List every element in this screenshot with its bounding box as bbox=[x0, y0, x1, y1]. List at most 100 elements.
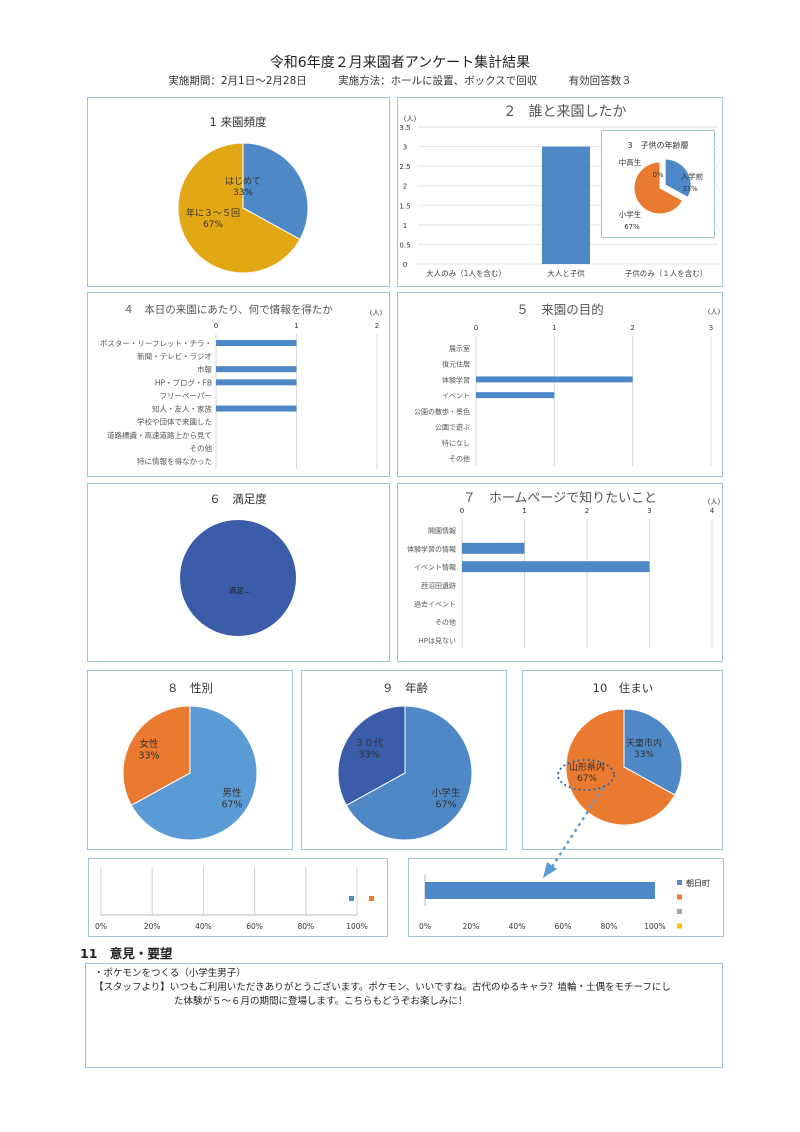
slice-pct: 67% bbox=[435, 800, 456, 811]
slice-pct: 67% bbox=[577, 774, 597, 784]
panel-homepage-wants bbox=[397, 483, 723, 662]
tick-label: 3.5 bbox=[399, 124, 410, 132]
tick-label: 1 bbox=[403, 222, 407, 230]
category-label: 復元住居 bbox=[442, 360, 470, 369]
tick-label: 1 bbox=[294, 322, 298, 330]
chart-title: ５ 来園の目的 bbox=[516, 302, 604, 317]
slice-pct: 33% bbox=[634, 750, 654, 760]
highlight-ellipse bbox=[557, 759, 615, 791]
category-label: 体験学習 bbox=[442, 375, 470, 384]
chart-title: ６ 満足度 bbox=[209, 492, 267, 506]
pie-slice bbox=[565, 708, 676, 826]
arrow-head-icon bbox=[543, 862, 557, 878]
pie-slice bbox=[345, 705, 473, 841]
tick-label: 0 bbox=[460, 507, 464, 515]
survey-period: 実施期間：2月1日～2月28日 bbox=[168, 75, 307, 87]
pie-slice bbox=[623, 708, 683, 796]
comments-box: ・ポケモンをつくる（小学生男子） 【スタッフより】いつもご利用いただきありがとう… bbox=[85, 963, 723, 1068]
chart-title: ９ 年齢 bbox=[382, 681, 428, 695]
tick-label: 1 bbox=[552, 324, 556, 332]
slice-label: 女性 bbox=[139, 738, 159, 750]
panel-residence-detail-left bbox=[88, 858, 388, 937]
chart-title: 1 来園頻度 bbox=[210, 115, 267, 129]
tick-label: 0% bbox=[95, 922, 107, 931]
tick-label: 0 bbox=[214, 322, 218, 330]
slice-label: ３０代 bbox=[355, 738, 384, 749]
tick-label: 2.5 bbox=[399, 163, 410, 171]
slice-label: 山形県内 bbox=[569, 761, 605, 773]
category-label: 知人・友人・家族 bbox=[152, 404, 212, 414]
tick-label: 100% bbox=[346, 922, 367, 931]
bar bbox=[425, 882, 655, 899]
category-label: 過去イベント bbox=[414, 599, 456, 608]
pie-slice bbox=[337, 705, 406, 806]
category-label: 学校や団体で来園した bbox=[137, 417, 212, 427]
pie-slice bbox=[122, 705, 191, 806]
bar bbox=[216, 405, 297, 412]
category-label: イベント情報 bbox=[414, 563, 456, 572]
category-label: 大人のみ（1人を含む） bbox=[426, 268, 506, 278]
tick-label: 2 bbox=[375, 322, 379, 330]
category-label: その他 bbox=[190, 443, 213, 453]
bar bbox=[216, 379, 297, 386]
slice-pct: 67% bbox=[221, 800, 242, 811]
category-label: 特になし bbox=[442, 438, 470, 447]
category-label: 子供のみ（１人を含む） bbox=[625, 268, 708, 278]
chart-title: ８ 性別 bbox=[167, 681, 213, 695]
legend-swatch bbox=[677, 923, 682, 929]
bar bbox=[462, 561, 650, 573]
pie-slice bbox=[633, 161, 684, 215]
tick-label: 1 bbox=[522, 507, 526, 515]
bar bbox=[542, 146, 590, 264]
tick-label: 100% bbox=[644, 922, 665, 931]
slice-pct: 33% bbox=[358, 750, 379, 761]
unit-label: (人) bbox=[370, 309, 383, 317]
category-label: その他 bbox=[435, 618, 456, 627]
tick-label: 40% bbox=[195, 922, 212, 931]
slice-pct: 33% bbox=[138, 751, 159, 762]
slice-pct: 33% bbox=[682, 185, 698, 193]
chart-title: 10 住まい bbox=[593, 681, 654, 695]
chart-title: 2 誰と来園したか bbox=[506, 104, 627, 120]
legend-swatch bbox=[677, 909, 682, 914]
pie-slice bbox=[664, 158, 692, 199]
category-label: その他 bbox=[449, 454, 470, 463]
bar bbox=[462, 542, 525, 554]
slice-label: はじめて bbox=[225, 176, 261, 187]
category-label: 体験学習の情報 bbox=[407, 544, 456, 553]
category-label: フリーペーパー bbox=[160, 391, 212, 400]
tick-label: 3 bbox=[403, 144, 407, 152]
bar bbox=[216, 366, 297, 373]
slice-label: 小学生 bbox=[432, 787, 461, 799]
pie-slice bbox=[130, 705, 258, 841]
staff-reply: 【スタッフより】いつもご利用いただきありがとうございます。ポケモン、いいですね。… bbox=[94, 982, 671, 993]
tick-label: 60% bbox=[555, 922, 572, 931]
legend-swatch bbox=[349, 896, 354, 901]
bar bbox=[476, 392, 555, 399]
pie-slice bbox=[242, 142, 309, 240]
tick-label: 0 bbox=[403, 261, 407, 269]
category-label: 道路標識・高速道路上から見て bbox=[107, 430, 212, 440]
tick-label: 40% bbox=[509, 922, 526, 931]
survey-info: 実施期間：2月1日～2月28日 実施方法：ホールに設置、ボックスで回収 有効回答… bbox=[0, 73, 800, 88]
slice-label: 入学前 bbox=[681, 171, 704, 181]
survey-method: 実施方法：ホールに設置、ボックスで回収 bbox=[338, 75, 538, 87]
slice-label: 満足… bbox=[229, 586, 252, 595]
slice-pct: 67% bbox=[203, 220, 223, 230]
slice-label: 小学生 bbox=[619, 209, 642, 219]
tick-label: 0 bbox=[474, 324, 478, 332]
chart-title: ７ ホームページで知りたいこと bbox=[463, 490, 657, 506]
chart-title: 3 子供の年齢層 bbox=[627, 140, 688, 150]
tick-label: 4 bbox=[710, 507, 715, 515]
unit-label: (人) bbox=[404, 115, 417, 123]
legend-swatch bbox=[369, 896, 374, 901]
page-title: 令和6年度２月来園者アンケート集計結果 bbox=[269, 55, 531, 71]
tick-label: 3 bbox=[709, 324, 713, 332]
bar bbox=[216, 340, 297, 346]
tick-label: 2 bbox=[403, 183, 407, 191]
category-label: 市報 bbox=[197, 364, 212, 374]
tick-label: 2 bbox=[585, 507, 589, 515]
category-label: 西沼田遺跡 bbox=[421, 581, 456, 590]
legend-swatch bbox=[677, 894, 682, 900]
comments-heading: 11 意見・要望 bbox=[80, 946, 173, 961]
